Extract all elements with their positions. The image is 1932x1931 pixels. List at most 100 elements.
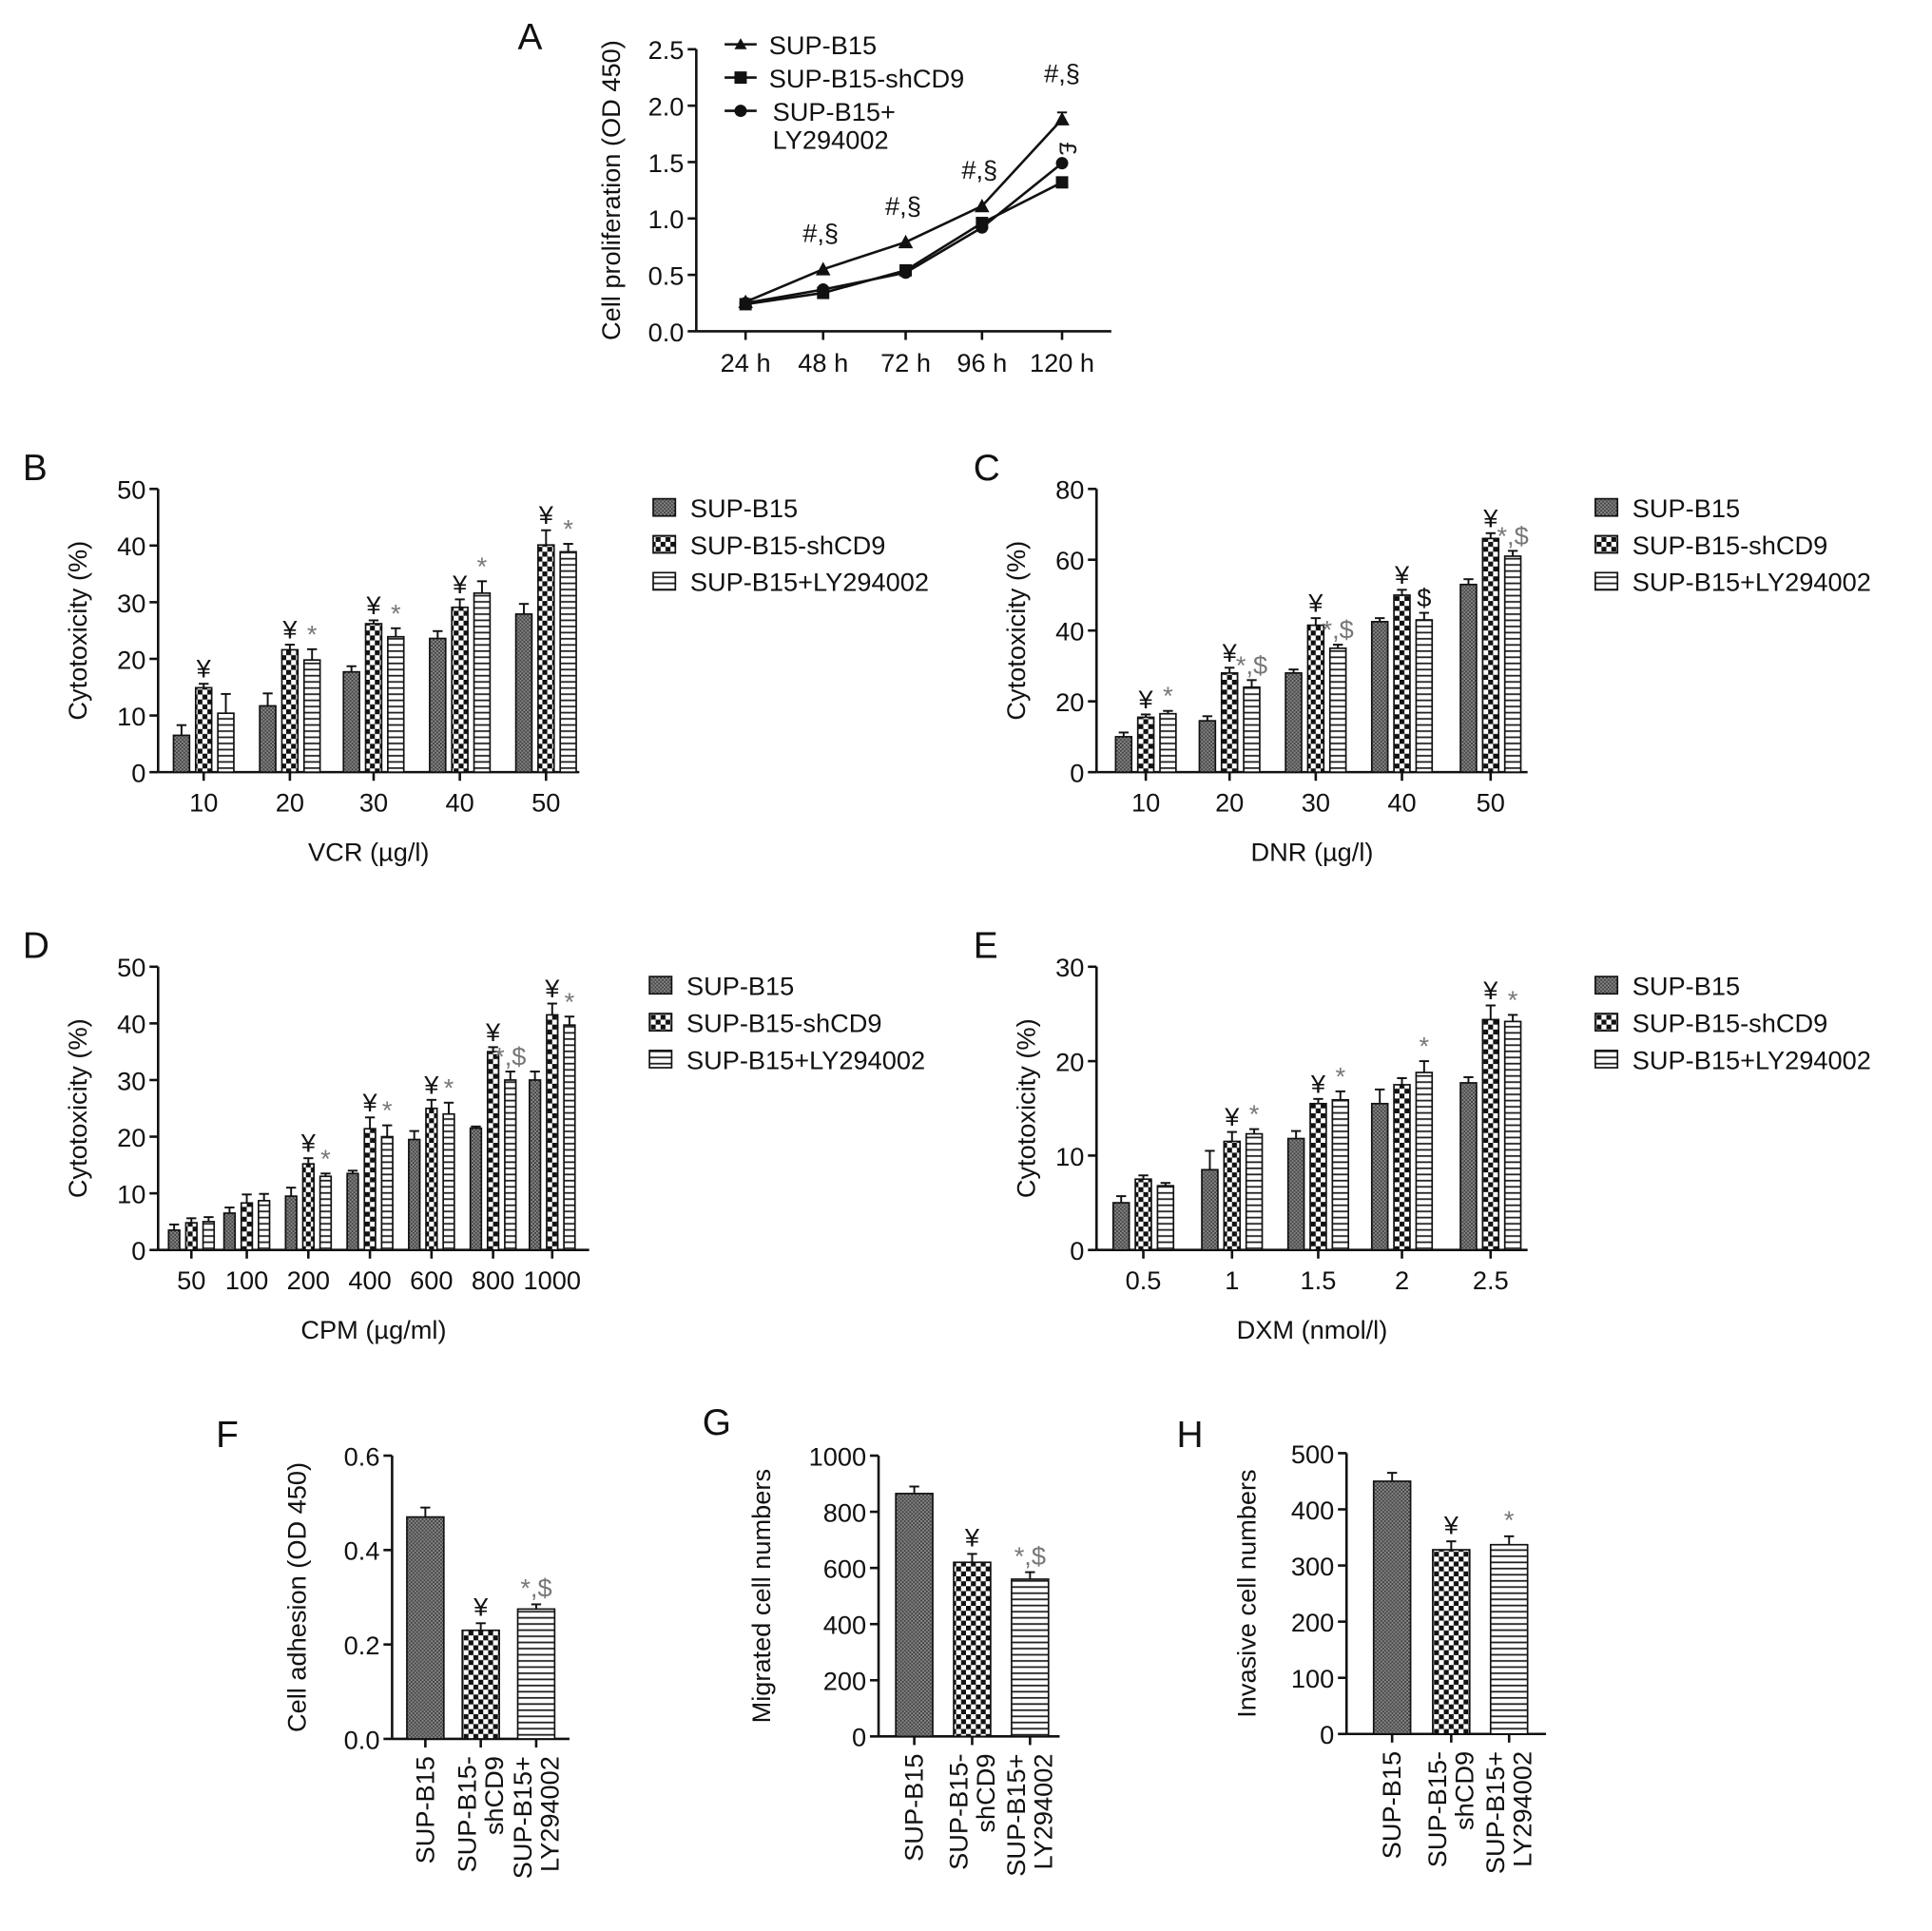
legend-swatch bbox=[1594, 975, 1619, 995]
x-tick-label: 50 bbox=[531, 788, 560, 818]
significance-label: ¥ bbox=[423, 1070, 439, 1099]
bar bbox=[222, 1212, 237, 1251]
legend-label: SUP-B15-shCD9 bbox=[686, 1008, 882, 1037]
bar bbox=[1306, 624, 1325, 773]
y-tick-label: 1.5 bbox=[648, 148, 685, 178]
bar bbox=[1432, 1549, 1471, 1735]
y-tick-label: 200 bbox=[1291, 1608, 1334, 1637]
significance-label: *,$ bbox=[1497, 521, 1528, 550]
significance-label: ¥ bbox=[1443, 1510, 1459, 1539]
y-tick-label: 10 bbox=[1055, 1142, 1084, 1171]
x-tick-label: 10 bbox=[189, 788, 218, 818]
y-tick-label: 0 bbox=[1070, 759, 1084, 788]
legend-label: SUP-B15+LY294002 bbox=[686, 1045, 925, 1074]
legend-label: SUP-B15+LY294002 bbox=[690, 568, 929, 597]
bar bbox=[1011, 1578, 1050, 1738]
y-tick-label: 40 bbox=[117, 531, 145, 561]
y-tick-label: 10 bbox=[117, 702, 145, 731]
x-tick-label: 1.5 bbox=[1301, 1265, 1337, 1295]
bar bbox=[284, 1195, 298, 1251]
bar bbox=[1223, 1140, 1242, 1251]
panel-label: B bbox=[23, 448, 48, 489]
significance-label: ¥ bbox=[452, 570, 468, 599]
bar bbox=[1415, 619, 1434, 773]
bar bbox=[1328, 647, 1347, 773]
panel-label: H bbox=[1176, 1415, 1203, 1456]
bar bbox=[387, 635, 405, 773]
bar bbox=[528, 1079, 542, 1251]
legend-swatch bbox=[652, 571, 677, 591]
x-tick-label: 200 bbox=[287, 1265, 330, 1295]
y-tick-label: 80 bbox=[1055, 475, 1084, 505]
bar bbox=[1159, 712, 1177, 773]
significance-label: £ bbox=[1054, 142, 1080, 155]
bar bbox=[202, 1221, 216, 1251]
legend-swatch bbox=[648, 1050, 673, 1069]
legend-label: SUP-B15-shCD9 bbox=[1633, 531, 1827, 560]
significance-label: *,$ bbox=[1323, 615, 1354, 645]
significance-label: * bbox=[1249, 1099, 1260, 1129]
x-tick-label-line: shCD9 bbox=[1450, 1751, 1479, 1830]
bar bbox=[504, 1079, 517, 1251]
y-tick-label: 0.5 bbox=[648, 261, 685, 290]
y-tick-label: 600 bbox=[823, 1554, 866, 1584]
data-point bbox=[899, 266, 913, 280]
x-tick-label: 1 bbox=[1225, 1265, 1239, 1295]
x-tick-label: 48 h bbox=[798, 348, 848, 377]
bar bbox=[240, 1202, 254, 1251]
y-tick-label: 30 bbox=[117, 589, 145, 618]
bar bbox=[1201, 1168, 1219, 1251]
legend-label: SUP-B15 bbox=[690, 493, 798, 523]
x-tick-label: 40 bbox=[446, 788, 474, 818]
bar bbox=[1286, 1137, 1305, 1251]
legend-label: LY294002 bbox=[773, 126, 889, 155]
significance-label: ¥ bbox=[1482, 503, 1498, 532]
x-tick-label-line: SUP-B15 bbox=[410, 1756, 439, 1863]
bar bbox=[1393, 594, 1411, 773]
bar bbox=[258, 1200, 271, 1251]
y-tick-label: 0.0 bbox=[344, 1725, 380, 1754]
bar bbox=[1370, 1102, 1389, 1251]
y-axis-label: Cytotoxicity (%) bbox=[1012, 1018, 1041, 1198]
bar bbox=[1415, 1072, 1434, 1251]
x-tick-label-line: SUP-B15 bbox=[899, 1753, 929, 1861]
x-axis-label: DNR (µg/l) bbox=[1250, 837, 1373, 866]
x-tick-label: SUP-B15 bbox=[899, 1753, 929, 1861]
x-axis-label: CPM (µg/ml) bbox=[300, 1315, 446, 1344]
legend-swatch bbox=[1594, 1013, 1619, 1032]
significance-label: * bbox=[391, 598, 401, 628]
y-tick-label: 60 bbox=[1055, 546, 1084, 575]
bar bbox=[1245, 1132, 1264, 1251]
data-point bbox=[1055, 157, 1069, 170]
significance-label: ¥ bbox=[1224, 1102, 1240, 1131]
significance-label: ¥ bbox=[544, 974, 560, 1003]
bar bbox=[301, 1163, 315, 1251]
data-point bbox=[976, 221, 989, 234]
bar bbox=[559, 550, 577, 773]
bar bbox=[1481, 1018, 1500, 1251]
legend-swatch bbox=[652, 497, 677, 517]
panel-b: B 0 10 20 30 40 50 Cytotoxicity (%) VCR (µg/l) 10… bbox=[23, 448, 929, 866]
legend-marker bbox=[734, 71, 747, 85]
data-point bbox=[898, 234, 914, 249]
y-tick-label: 0 bbox=[852, 1723, 866, 1752]
y-tick-label: 0 bbox=[1070, 1236, 1084, 1265]
x-tick-label: 800 bbox=[472, 1265, 514, 1295]
x-tick-label: 50 bbox=[1477, 788, 1505, 818]
significance-label: * bbox=[1504, 1505, 1515, 1535]
x-tick-label: 0.5 bbox=[1126, 1265, 1162, 1295]
significance-label: #,§ bbox=[802, 219, 839, 248]
y-tick-label: 400 bbox=[823, 1611, 866, 1640]
x-tick-label: SUP-B15+LY294002 bbox=[1480, 1751, 1536, 1874]
x-tick-label-line: shCD9 bbox=[971, 1753, 1000, 1832]
panel-g: G 0 200 400 600 800 1000 Migrated cell numbers S… bbox=[703, 1402, 1060, 1877]
significance-label: * bbox=[320, 1144, 331, 1173]
bar bbox=[469, 1127, 483, 1251]
x-tick-label-line: SUP-B15 bbox=[1377, 1751, 1406, 1859]
significance-label: ¥ bbox=[362, 1088, 378, 1117]
x-tick-label-line: LY294002 bbox=[1508, 1751, 1537, 1867]
legend-marker bbox=[734, 38, 747, 49]
significance-label: ¥ bbox=[964, 1523, 980, 1553]
bar bbox=[172, 734, 191, 773]
